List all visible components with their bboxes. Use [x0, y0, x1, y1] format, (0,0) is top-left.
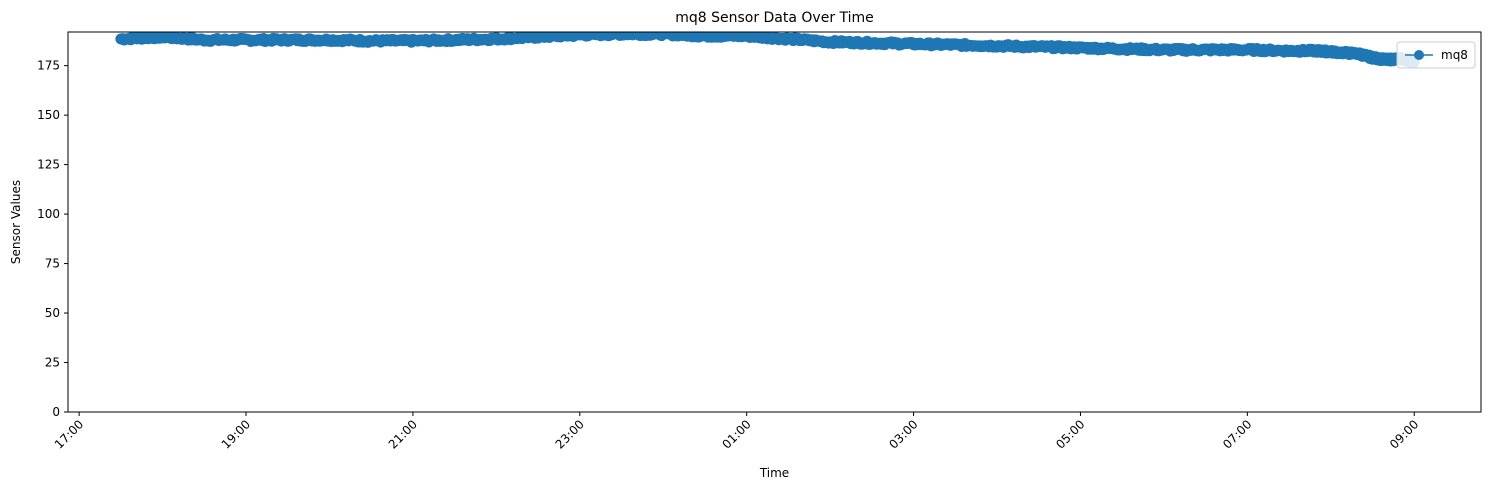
x-tick-label: 17:00: [52, 417, 86, 451]
x-axis: 17:00 19:00 21:00 23:00 01:00 03:00 05:00 07:00…: [52, 412, 1421, 452]
y-tick-label: 125: [37, 158, 60, 172]
plot-frame: [67, 31, 1482, 413]
y-tick-label: 50: [45, 306, 60, 320]
x-tick-label: 19:00: [219, 417, 253, 451]
y-axis-title: Sensor Values: [9, 180, 23, 264]
y-tick-label: 150: [37, 108, 60, 122]
legend-series-marker: [1414, 50, 1424, 60]
x-axis-title: Time: [759, 466, 789, 480]
legend-box: [1396, 41, 1476, 69]
y-tick-label: 75: [45, 257, 60, 271]
x-tick-label: 09:00: [1387, 417, 1421, 451]
y-tick-label: 0: [52, 405, 60, 419]
y-tick-label: 25: [45, 356, 60, 370]
legend-series-label: mq8: [1441, 48, 1468, 62]
x-tick-label: 05:00: [1053, 417, 1087, 451]
legend: mq8: [1396, 41, 1476, 69]
y-tick-label: 100: [37, 207, 60, 221]
chart-title: mq8 Sensor Data Over Time: [675, 10, 874, 26]
x-tick-label: 01:00: [719, 417, 753, 451]
x-tick-label: 03:00: [886, 417, 920, 451]
x-tick-label: 21:00: [386, 417, 420, 451]
x-tick-label: 23:00: [553, 417, 587, 451]
y-axis: 0 25 50 75 100 125 150 175: [37, 59, 68, 419]
series-layer: [115, 32, 1420, 69]
x-tick-label: 07:00: [1220, 417, 1254, 451]
y-tick-label: 175: [37, 59, 60, 73]
